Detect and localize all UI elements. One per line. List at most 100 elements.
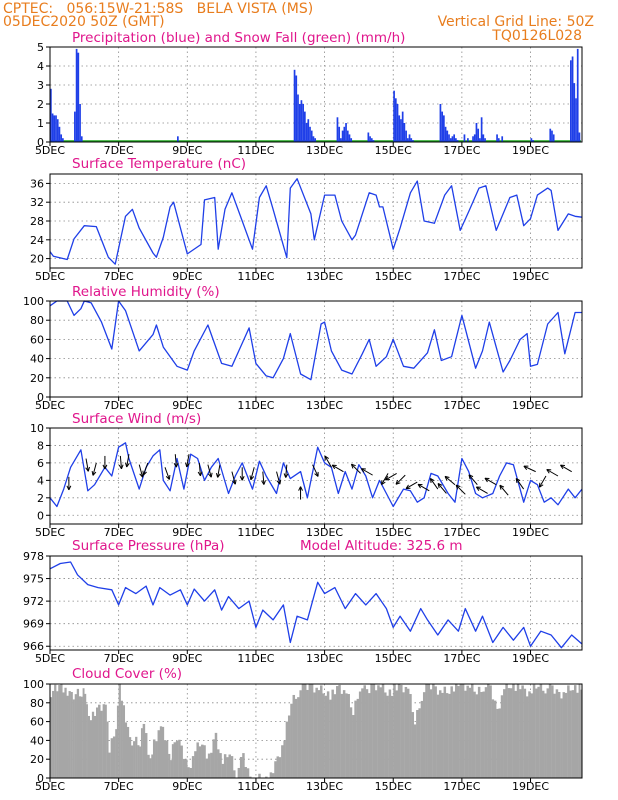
wind-arrow (395, 474, 406, 485)
precip-ytick-label: 1 (37, 117, 44, 130)
cloud-bar (120, 700, 123, 778)
cloud-bar (496, 708, 499, 778)
wind-xtick-label: 11DEC (237, 526, 274, 539)
precip-bar (480, 117, 483, 142)
cloud-bar (338, 684, 341, 778)
precip-bar (400, 119, 402, 142)
cloud-bar (400, 684, 403, 778)
wind-arrow (429, 478, 439, 490)
cloud-bar (402, 692, 405, 778)
cloud-bar (471, 684, 474, 778)
cloud-bar (128, 737, 132, 778)
precip-bar (530, 138, 533, 142)
wind-arrow (66, 476, 72, 491)
cloud-bar (58, 685, 61, 778)
cloud-bar (544, 693, 547, 778)
cloud-bar (404, 686, 408, 778)
cloud-bar (352, 715, 355, 778)
precip-bar (401, 111, 404, 142)
precip-bar (410, 138, 413, 142)
precip-bar (552, 134, 555, 142)
panels: 0 1 2 3 4 5 5DEC 7DEC 9DEC 11DEC 13DEC 15DEC 17DEC 19… (23, 30, 583, 793)
cloud-bar (452, 691, 456, 778)
pressure-xtick-label: 5DEC (35, 652, 65, 665)
humidity-xtick-label: 9DEC (172, 399, 202, 412)
wind-arrow (455, 484, 466, 495)
cloud-bar (306, 689, 309, 778)
cloud-bar (122, 705, 126, 778)
precip-bar (467, 138, 469, 142)
precip-bar (448, 134, 450, 142)
cloud-bar (84, 693, 87, 778)
cloud-bar (246, 768, 250, 778)
precip-bar (393, 90, 395, 142)
cloud-bar (326, 691, 330, 778)
cloud-bar (126, 726, 130, 778)
precip-bar (77, 52, 80, 143)
cloud-bar (276, 756, 280, 778)
cloud-bar (406, 688, 410, 778)
precip-bar (314, 138, 316, 142)
cloud-xtick-label: 19DEC (512, 780, 549, 793)
cloud-xtick-label: 17DEC (443, 780, 480, 793)
precip-ytick-label: 4 (37, 60, 44, 73)
cloud-bar (131, 745, 134, 778)
wind-arrow (538, 475, 547, 488)
precip-bar (74, 111, 76, 142)
cloud-bar (564, 692, 568, 778)
precip-bar (309, 126, 311, 142)
cloud-bar (365, 689, 369, 778)
panel-precip: 0 1 2 3 4 5 5DEC 7DEC 9DEC 11DEC 13DEC 15DEC 17DEC 19… (35, 30, 583, 157)
wind-xtick-label: 19DEC (512, 526, 549, 539)
wind-xtick-label: 15DEC (375, 526, 412, 539)
cloud-bar (228, 754, 231, 778)
cloud-bar (386, 695, 389, 778)
wind-arrow (197, 462, 203, 477)
cloud-bar (93, 715, 97, 778)
precip-bar (80, 136, 83, 142)
precip-bar (312, 136, 315, 142)
cloud-bar (66, 695, 69, 778)
temperature-xtick-label: 17DEC (443, 270, 480, 283)
cloud-bar (281, 745, 284, 778)
cloud-bar (580, 689, 583, 778)
cloud-bar (80, 696, 83, 778)
precip-bar (75, 48, 78, 142)
cloud-bar (233, 770, 236, 778)
cloud-bar (244, 767, 247, 778)
precip-bar (439, 104, 442, 142)
cloud-bar (68, 691, 71, 778)
cloud-bar (124, 722, 128, 778)
cloud-bar (56, 691, 59, 778)
cloud-bar (299, 690, 302, 778)
temperature-xtick-label: 9DEC (172, 270, 202, 283)
cloud-bar (539, 684, 543, 778)
header-date: 05DEC2020 50Z (GMT) (3, 14, 165, 30)
cloud-bar (356, 698, 360, 778)
precip-bar (549, 128, 552, 142)
cloud-bar (519, 689, 522, 778)
cloud-bar (106, 721, 109, 778)
precip-plot (50, 48, 581, 143)
wind-xtick-label: 9DEC (172, 526, 202, 539)
cloud-bar (98, 704, 101, 778)
cloud-bar (429, 689, 433, 778)
wind-frame-top (49, 427, 583, 525)
humidity-xtick-label: 15DEC (375, 399, 412, 412)
cloud-bar (418, 708, 421, 778)
wind-arrow (417, 483, 430, 492)
precip-bar (412, 140, 414, 142)
wind-arrow (142, 462, 149, 476)
wind-title: Surface Wind (m/s) (72, 411, 201, 427)
cloud-ytick-label: 40 (30, 734, 44, 747)
precip-bar (177, 136, 179, 142)
pressure-frame-top (49, 555, 583, 651)
cloud-bar (553, 693, 556, 778)
cloud-bar (269, 772, 273, 778)
humidity-ytick-label: 80 (30, 314, 44, 327)
cloud-bar (551, 685, 554, 778)
cloud-bar (196, 742, 199, 778)
precip-bar (455, 138, 457, 142)
precip-xtick-label: 19DEC (512, 144, 549, 157)
pressure-ytick-label: 972 (23, 595, 44, 608)
